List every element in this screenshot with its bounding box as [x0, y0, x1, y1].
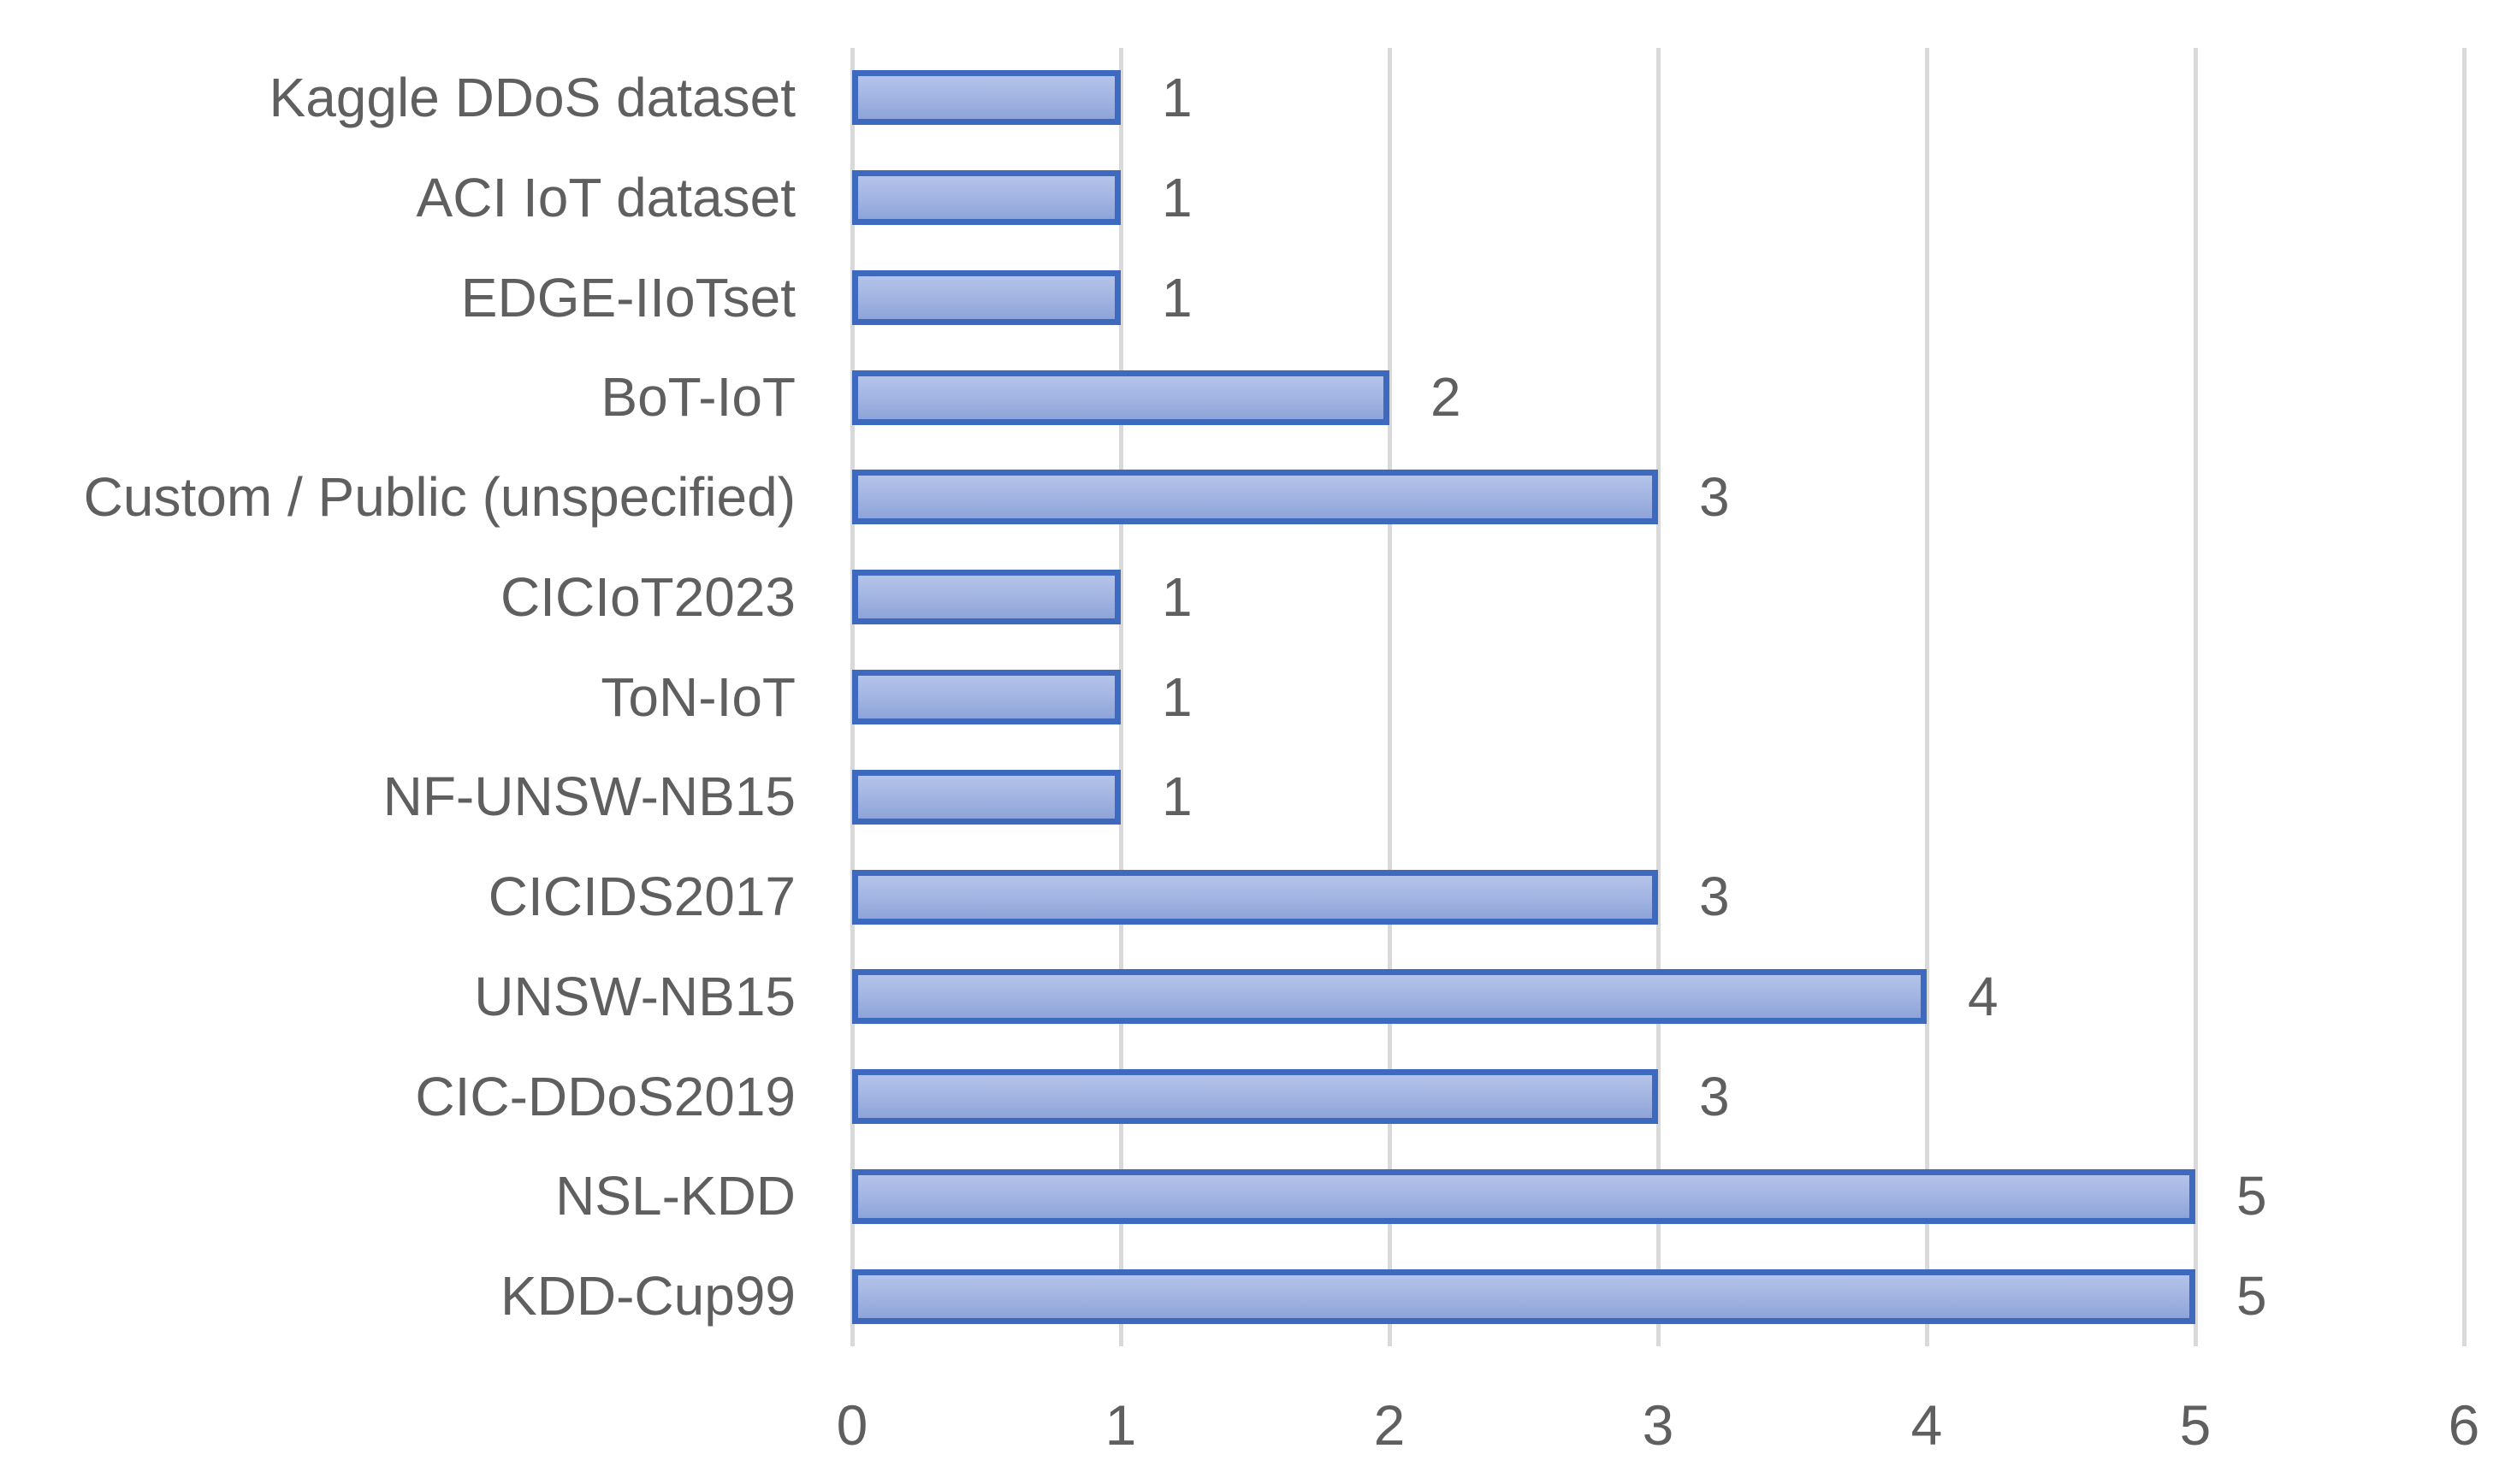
- gridline: [1119, 48, 1123, 1346]
- x-axis-tick-label: 0: [836, 1393, 868, 1457]
- x-axis-tick-label: 5: [2179, 1393, 2212, 1457]
- data-label: 5: [2236, 1165, 2267, 1227]
- data-label: 3: [1699, 466, 1730, 529]
- gridline: [2462, 48, 2467, 1346]
- category-label: EDGE-IIoTset: [460, 266, 796, 328]
- category-label: Custom / Public (unspecified): [83, 466, 796, 529]
- x-axis-tick-label: 3: [1642, 1393, 1674, 1457]
- bar-row: CIC-DDoS2019 3: [0, 1047, 2511, 1147]
- bar-row: Custom / Public (unspecified) 3: [0, 447, 2511, 547]
- bar: [852, 470, 1658, 525]
- category-label: NF-UNSW-NB15: [382, 766, 796, 828]
- data-label: 1: [1162, 766, 1193, 828]
- gridline: [2194, 48, 2198, 1346]
- gridline: [1656, 48, 1661, 1346]
- bar-row: NF-UNSW-NB15 1: [0, 747, 2511, 847]
- x-axis-tick-label: 4: [1910, 1393, 1943, 1457]
- data-label: 1: [1162, 166, 1193, 228]
- bar-row: ToN-IoT 1: [0, 647, 2511, 748]
- bar: [852, 70, 1121, 126]
- bar: [852, 869, 1658, 925]
- bar-row: EDGE-IIoTset 1: [0, 248, 2511, 348]
- data-label: 1: [1162, 266, 1193, 328]
- bar: [852, 269, 1121, 325]
- bar: [852, 1268, 2195, 1324]
- x-axis-tick-label: 1: [1104, 1393, 1137, 1457]
- bar: [852, 1069, 1658, 1125]
- bar-row: Kaggle DDoS dataset 1: [0, 48, 2511, 148]
- bar-row: ACI IoT dataset 1: [0, 148, 2511, 248]
- category-label: NSL-KDD: [555, 1165, 796, 1227]
- category-label: UNSW-NB15: [474, 965, 796, 1027]
- data-label: 1: [1162, 565, 1193, 628]
- bar-row: CICIDS2017 3: [0, 847, 2511, 947]
- x-axis-tick-label: 6: [2448, 1393, 2480, 1457]
- category-label: CICIoT2023: [500, 565, 796, 628]
- bar-row: KDD-Cup99 5: [0, 1246, 2511, 1346]
- data-label: 4: [1968, 965, 1999, 1027]
- gridline: [1388, 48, 1392, 1346]
- data-label: 2: [1430, 366, 1461, 429]
- x-axis-tick-label: 2: [1373, 1393, 1406, 1457]
- bar: [852, 969, 1927, 1025]
- category-label: CICIDS2017: [488, 866, 796, 928]
- category-label: KDD-Cup99: [500, 1265, 796, 1327]
- bar: [852, 1168, 2195, 1224]
- bar: [852, 370, 1389, 425]
- category-label: BoT-IoT: [601, 366, 796, 429]
- data-label: 1: [1162, 665, 1193, 728]
- data-label: 1: [1162, 67, 1193, 128]
- bar-row: BoT-IoT 2: [0, 347, 2511, 447]
- bar: [852, 669, 1121, 724]
- bar: [852, 769, 1121, 825]
- gridline: [1925, 48, 1929, 1346]
- category-label: ACI IoT dataset: [416, 166, 797, 228]
- data-label: 3: [1699, 866, 1730, 928]
- bar-row: UNSW-NB15 4: [0, 947, 2511, 1047]
- data-label: 3: [1699, 1065, 1730, 1127]
- data-label: 5: [2236, 1265, 2267, 1327]
- bar: [852, 570, 1121, 625]
- bar-row: NSL-KDD 5: [0, 1146, 2511, 1246]
- bar-row: CICIoT2023 1: [0, 547, 2511, 647]
- category-label: Kaggle DDoS dataset: [269, 67, 797, 128]
- category-label: CIC-DDoS2019: [415, 1065, 796, 1127]
- bar: [852, 170, 1121, 226]
- category-label: ToN-IoT: [601, 665, 796, 728]
